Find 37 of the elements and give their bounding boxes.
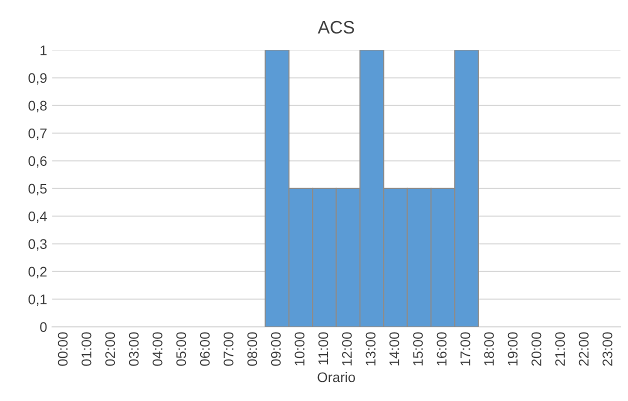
x-tick-label: 04:00 bbox=[152, 332, 162, 366]
x-tick-label: 22:00 bbox=[578, 332, 589, 366]
x-tick-label: 11:00 bbox=[318, 332, 328, 364]
x-tick-label: 06:00 bbox=[200, 332, 210, 366]
x-tick-label: 19:00 bbox=[508, 332, 518, 366]
x-tick-label: 05:00 bbox=[176, 332, 186, 366]
x-tick-label: 07:00 bbox=[224, 332, 234, 366]
x-tick-label: 20:00 bbox=[531, 332, 542, 366]
y-tick-label: 0,7 bbox=[28, 128, 47, 140]
x-tick-label: 18:00 bbox=[484, 332, 494, 366]
x-tick-label: 09:00 bbox=[270, 332, 281, 366]
y-tick-label: 1 bbox=[40, 46, 47, 56]
y-tick-label: 0,3 bbox=[28, 239, 47, 251]
x-tick-label: 23:00 bbox=[602, 332, 612, 366]
y-tick-label: 0,2 bbox=[28, 266, 47, 278]
x-tick-label: 12:00 bbox=[342, 332, 352, 366]
y-tick-label: 0,8 bbox=[28, 100, 47, 112]
x-tick-label: 21:00 bbox=[555, 332, 565, 366]
y-tick-label: 0,1 bbox=[28, 294, 47, 306]
y-tick-label: 0,6 bbox=[28, 156, 47, 168]
y-tick-label: 0,4 bbox=[28, 211, 47, 223]
x-axis-title: Orario bbox=[318, 372, 356, 382]
y-tick-label: 0 bbox=[40, 322, 47, 332]
y-tick-label: 0,5 bbox=[28, 184, 47, 196]
x-tick-label: 01:00 bbox=[82, 332, 92, 366]
x-tick-label: 10:00 bbox=[294, 332, 304, 366]
x-tick-label: 02:00 bbox=[105, 332, 116, 366]
chart-title: ACS bbox=[318, 20, 354, 34]
y-tick-label: 0,9 bbox=[28, 73, 47, 85]
x-tick-label: 14:00 bbox=[389, 332, 400, 366]
x-tick-label: 00:00 bbox=[58, 332, 68, 366]
x-tick-label: 15:00 bbox=[413, 332, 423, 366]
x-tick-label: 03:00 bbox=[128, 332, 139, 366]
x-tick-label: 17:00 bbox=[460, 332, 470, 366]
x-tick-label: 13:00 bbox=[366, 332, 376, 366]
x-tick-label: 16:00 bbox=[436, 332, 447, 366]
x-tick-label: 08:00 bbox=[247, 332, 258, 366]
